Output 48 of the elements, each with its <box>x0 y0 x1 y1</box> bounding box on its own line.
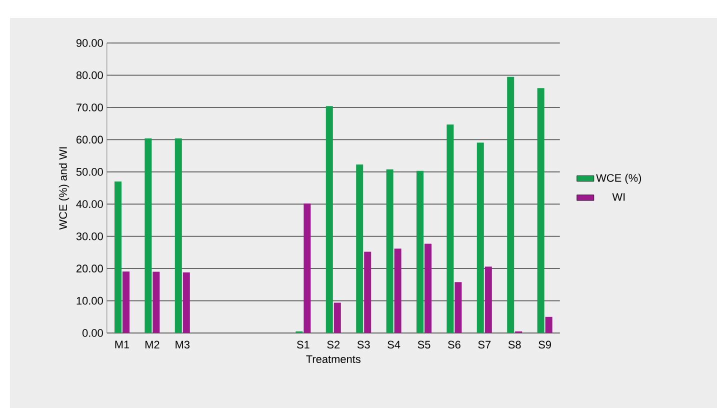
x-tick-label: S2 <box>327 340 340 349</box>
y-tick-label: 70.00 <box>76 104 103 112</box>
bar <box>326 106 333 333</box>
x-tick-label: S1 <box>297 340 310 349</box>
x-axis-title: Treatments <box>306 355 361 364</box>
x-tick-label: M2 <box>145 340 160 348</box>
y-tick-label: 10.00 <box>76 296 103 305</box>
x-tick-label: M1 <box>115 340 130 348</box>
legend-label: WI <box>612 193 625 201</box>
bar <box>122 271 130 333</box>
x-tick-label: S8 <box>508 340 521 349</box>
y-tick-label: 20.00 <box>76 264 103 272</box>
y-tick-label: 90.00 <box>76 39 103 47</box>
bar <box>394 248 402 333</box>
y-tick-label: 50.00 <box>76 168 103 176</box>
bar <box>182 272 190 333</box>
bar <box>507 76 514 333</box>
bar <box>424 244 432 333</box>
y-tick-label: 40.00 <box>76 200 103 208</box>
bar <box>416 170 424 333</box>
x-tick-label: S6 <box>448 340 460 349</box>
y-tick-label: 60.00 <box>76 136 103 144</box>
bar <box>446 124 454 333</box>
x-tick-label: S7 <box>478 340 491 349</box>
y-axis-title: WCE (%) and WI <box>58 147 70 230</box>
bar <box>454 282 462 333</box>
y-tick-label: 0.00 <box>82 329 103 337</box>
bar <box>174 138 182 333</box>
bar <box>476 142 484 333</box>
y-tick-label: 30.00 <box>76 232 103 240</box>
bar <box>386 169 394 333</box>
x-tick-label: S9 <box>538 340 551 349</box>
y-tick-label: 80.00 <box>76 71 103 80</box>
bar <box>364 252 372 333</box>
bar <box>484 266 492 333</box>
bar <box>545 316 552 333</box>
x-tick-label: S3 <box>357 340 370 349</box>
bar <box>114 182 122 333</box>
x-tick-label: M3 <box>176 340 190 349</box>
legend-label: WCE (%) <box>596 174 642 184</box>
bar <box>334 302 341 333</box>
bar <box>144 138 152 333</box>
bar <box>152 272 160 333</box>
bar <box>537 88 544 333</box>
x-tick-label: S5 <box>418 340 430 349</box>
bar <box>356 164 364 333</box>
bar <box>304 203 311 333</box>
x-tick-label: S4 <box>388 340 400 349</box>
